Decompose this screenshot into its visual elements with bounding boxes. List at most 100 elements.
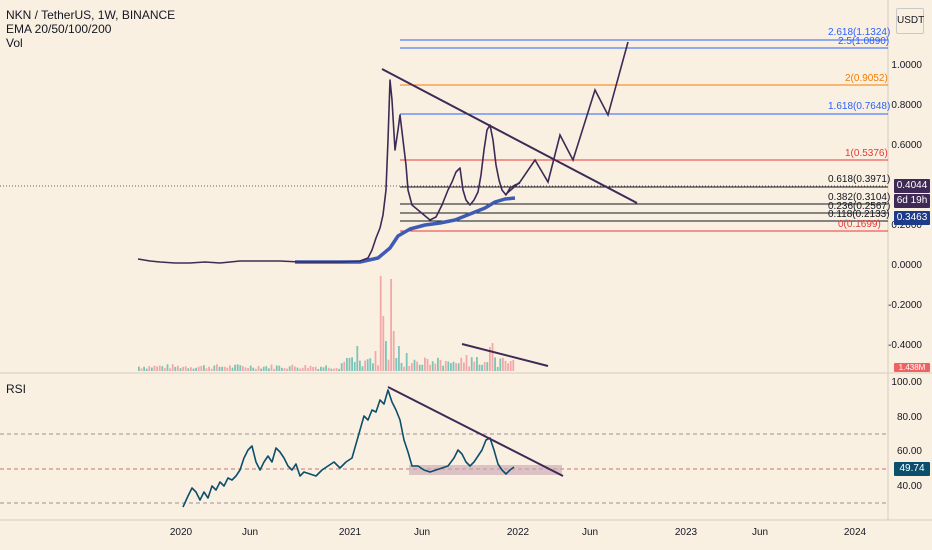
volume-bar [187, 368, 190, 371]
volume-bar [405, 353, 408, 371]
volume-bar [158, 365, 161, 371]
price-axis-label: 0.8000 [891, 100, 922, 111]
volume-bar [205, 368, 208, 371]
volume-bar [286, 368, 288, 371]
volume-bar [166, 364, 169, 371]
volume-bar [314, 366, 317, 371]
volume-bar [216, 364, 218, 371]
volume-bar [275, 365, 278, 371]
time-axis-label: Jun [413, 527, 431, 538]
volume-bar [473, 361, 476, 371]
volume-bar [390, 279, 392, 371]
volume-bar [156, 366, 158, 371]
volume-bar [444, 360, 447, 371]
price-axis-label: 0.0000 [891, 260, 922, 271]
volume-trendline[interactable] [461, 343, 549, 367]
volume-bar [327, 367, 330, 371]
volume-bar [182, 366, 184, 371]
volume-bar [460, 357, 463, 371]
volume-bar [145, 368, 148, 371]
volume-bar [291, 364, 294, 371]
last-price-tag: 0.4044 [894, 179, 930, 193]
volume-bar [463, 362, 465, 371]
rsi-support-zone[interactable] [409, 465, 562, 475]
time-axis-label: 2023 [674, 527, 698, 538]
volume-bar [317, 368, 320, 371]
volume-bar [426, 358, 429, 371]
volume-bar [351, 357, 353, 371]
volume-bar [338, 368, 340, 371]
fib-label-0236: 0.236(0.2567) [828, 201, 891, 212]
fib-label-2618: 2.618(1.1324) [828, 27, 891, 38]
volume-bar [197, 366, 200, 371]
volume-bar [333, 368, 335, 371]
volume-bar [229, 365, 231, 371]
volume-bar [452, 361, 455, 371]
price-axis-label: 0.6000 [891, 140, 922, 151]
volume-bar [408, 365, 411, 371]
rsi-axis-label: 60.00 [896, 446, 922, 457]
fib-label-0382: 0.382(0.3104) [828, 192, 891, 203]
volume-bar [411, 363, 413, 371]
volume-bar [234, 364, 236, 371]
volume-bar [140, 368, 143, 371]
volume-bar [325, 365, 327, 371]
volume-bar [361, 366, 364, 371]
volume-bar [429, 364, 431, 371]
fib-extension-lines[interactable] [400, 39, 888, 232]
volume-bar [450, 363, 452, 371]
volume-bar [255, 368, 257, 371]
volume-bar [210, 368, 213, 371]
rsi-trendline[interactable] [387, 386, 564, 477]
volume-bar [218, 366, 221, 371]
volume-bar [164, 368, 166, 371]
time-axis-label: 2022 [506, 527, 530, 538]
volume-bar [359, 360, 361, 371]
fib-label-25: 2.5(1.0890) [838, 36, 890, 47]
volume-bar [353, 362, 356, 371]
volume-bar [343, 361, 346, 371]
volume-bar [496, 366, 499, 371]
volume-bar [483, 362, 486, 371]
volume-bar [421, 364, 424, 371]
volume-bar [301, 367, 304, 371]
price-trendline[interactable] [381, 68, 638, 204]
volume-bar [184, 366, 187, 371]
volume-bar [192, 368, 195, 371]
volume-bar [442, 365, 444, 371]
volume-bar [413, 359, 416, 371]
ema-indicator-label[interactable]: EMA 20/50/100/200 [6, 22, 112, 36]
volume-bar [416, 361, 418, 371]
symbol-title[interactable]: NKN / TetherUS, 1W, BINANCE [6, 8, 176, 22]
time-axis-label: 2021 [338, 527, 362, 538]
chart-legend: NKN / TetherUS, 1W, BINANCE EMA 20/50/10… [6, 8, 175, 50]
volume-bar [208, 366, 210, 371]
volume-bar [369, 358, 372, 371]
ema-line [295, 196, 516, 264]
volume-bar [281, 367, 283, 371]
volume-bar [239, 365, 242, 371]
projection-path[interactable] [504, 41, 629, 196]
rsi-line [182, 389, 515, 508]
currency-scale-button[interactable]: USDT [896, 8, 924, 34]
volume-bar [502, 357, 504, 371]
volume-bar [273, 368, 275, 371]
volume-bar [296, 367, 299, 371]
volume-bar [179, 368, 182, 371]
rsi-indicator-label[interactable]: RSI [6, 382, 27, 396]
ema-value-tag: 0.3463 [894, 211, 930, 225]
volume-bar [392, 331, 395, 371]
volume-value-tag: 1.438M [894, 363, 930, 372]
volume-bar [294, 366, 296, 371]
volume-bar [374, 351, 377, 371]
volume-bar [320, 366, 322, 371]
volume-indicator-label[interactable]: Vol [6, 36, 23, 50]
volume-bar [252, 367, 255, 371]
volume-bar [489, 347, 491, 371]
volume-bar [309, 365, 312, 371]
fib-label-0118: 0.118(0.2133) [828, 209, 890, 220]
volume-bar [379, 276, 382, 371]
fib-label-1: 1(0.5376) [845, 148, 888, 159]
price-axis-label: -0.2000 [888, 300, 922, 311]
